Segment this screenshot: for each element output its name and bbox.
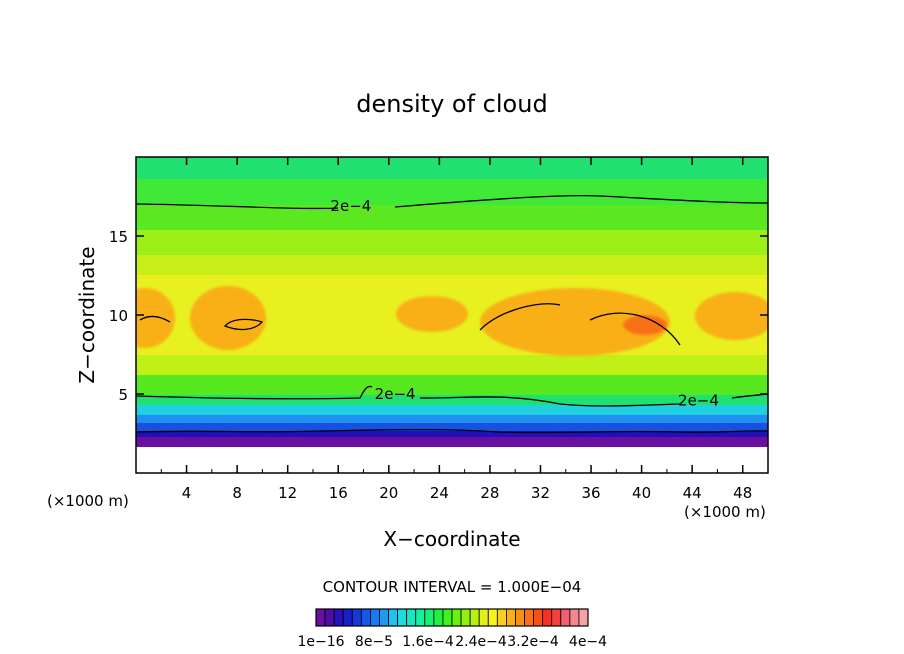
colorbar-label: 8e−5 <box>355 634 393 650</box>
contour-interval-label: CONTOUR INTERVAL = 1.000E−04 <box>323 578 582 596</box>
x-tick-label: 20 <box>379 484 398 502</box>
cloud-core-left-edge <box>136 288 175 348</box>
band-lime <box>136 255 768 275</box>
x-tick-label: 28 <box>480 484 499 502</box>
colorbar-swatch <box>578 608 589 627</box>
contour-label: 2e−4 <box>375 385 416 403</box>
colorbar <box>315 608 589 627</box>
band-lightblue <box>136 415 768 423</box>
contour-lines <box>136 194 768 434</box>
y-tick-label: 5 <box>118 386 128 404</box>
colorbar-swatch <box>533 608 544 627</box>
colorbar-swatch <box>379 608 389 627</box>
colorbar-swatch <box>569 608 580 627</box>
colorbar-swatch <box>487 608 498 627</box>
colorbar-swatch <box>469 608 480 627</box>
colorbar-label: 4e−4 <box>569 634 607 650</box>
contour-base <box>136 428 768 434</box>
chart-title: density of cloud <box>356 90 547 118</box>
colorbar-swatch <box>333 608 344 627</box>
colorbar-swatch <box>324 608 335 627</box>
colorbar-swatch <box>451 608 462 627</box>
x-unit-left: (×1000 m) <box>47 492 129 510</box>
colorbar-swatch <box>515 608 525 627</box>
colorbar-swatch <box>424 608 435 627</box>
colorbar-swatch <box>460 608 471 627</box>
cloud-core-red <box>623 315 667 335</box>
colorbar-swatch <box>442 608 453 627</box>
cloud-core-x32 <box>480 288 670 356</box>
colorbar-label: 3.2e−4 <box>507 634 559 650</box>
colorbar-swatch <box>388 608 398 627</box>
colorbar-labels: 1e−16 8e−5 1.6e−4 2.4e−4 3.2e−4 4e−4 <box>297 634 607 650</box>
x-axis-ticks: 4 8 12 16 20 24 28 32 36 40 44 48 <box>160 157 752 502</box>
band-green-low <box>136 395 768 405</box>
x-unit-right: (×1000 m) <box>684 503 766 521</box>
contour-label: 2e−4 <box>330 197 371 215</box>
colorbar-swatch <box>433 608 444 627</box>
band-top <box>136 157 768 179</box>
x-tick-label: 12 <box>278 484 297 502</box>
colorbar-swatch <box>478 608 489 627</box>
x-tick-label: 44 <box>683 484 702 502</box>
colorbar-swatch <box>496 608 507 627</box>
band-mid-lime <box>136 355 768 375</box>
band-green-2 <box>136 205 768 230</box>
band-lower-green <box>136 375 768 395</box>
band-cyan <box>136 405 768 415</box>
colorbar-swatch <box>360 608 371 627</box>
colorbar-swatch <box>315 608 326 627</box>
colorbar-label: 2.4e−4 <box>455 634 507 650</box>
colorbar-swatch <box>406 608 417 627</box>
cloud-core-x8 <box>190 286 266 350</box>
band-purple <box>136 437 768 447</box>
x-tick-label: 40 <box>632 484 651 502</box>
colorbar-frame <box>315 608 589 627</box>
x-tick-label: 32 <box>531 484 550 502</box>
plot-field <box>136 157 768 473</box>
x-tick-label: 36 <box>581 484 600 502</box>
x-tick-label: 4 <box>182 484 192 502</box>
colorbar-swatch <box>542 608 553 627</box>
contour-upper <box>136 194 768 210</box>
colorbar-swatch <box>524 608 534 627</box>
band-yellowgreen <box>136 230 768 255</box>
cloud-core-x22 <box>396 296 468 332</box>
x-tick-label: 16 <box>329 484 348 502</box>
colorbar-swatch <box>342 608 353 627</box>
colorbar-swatch <box>369 608 380 627</box>
y-axis-title: Z−coordinate <box>75 246 99 383</box>
x-tick-label: 8 <box>232 484 242 502</box>
colorbar-swatch <box>560 608 571 627</box>
colorbar-swatch <box>505 608 516 627</box>
band-upper-green <box>136 179 768 205</box>
colorbar-swatch <box>551 608 562 627</box>
contour-labels: 2e−4 2e−4 2e−4 <box>330 197 719 409</box>
cloud-cores <box>136 286 768 356</box>
cloud-core-x47 <box>695 292 768 340</box>
contour-upper-cloud <box>139 303 681 346</box>
y-tick-label: 10 <box>109 307 128 325</box>
colorbar-label: 1e−16 <box>297 634 344 650</box>
colorbar-swatch <box>351 608 362 627</box>
x-tick-label: 24 <box>430 484 449 502</box>
band-blue <box>136 423 768 431</box>
band-blank <box>136 447 768 473</box>
y-tick-label: 15 <box>109 228 128 246</box>
colorbar-swatch <box>397 608 408 627</box>
colorbar-label: 1.6e−4 <box>402 634 454 650</box>
x-tick-label: 48 <box>733 484 752 502</box>
band-darkblue <box>136 431 768 437</box>
x-axis-title: X−coordinate <box>383 527 520 551</box>
colorbar-swatch <box>415 608 426 627</box>
y-axis-ticks: 5 10 15 <box>109 228 768 404</box>
contour-label: 2e−4 <box>678 391 719 409</box>
